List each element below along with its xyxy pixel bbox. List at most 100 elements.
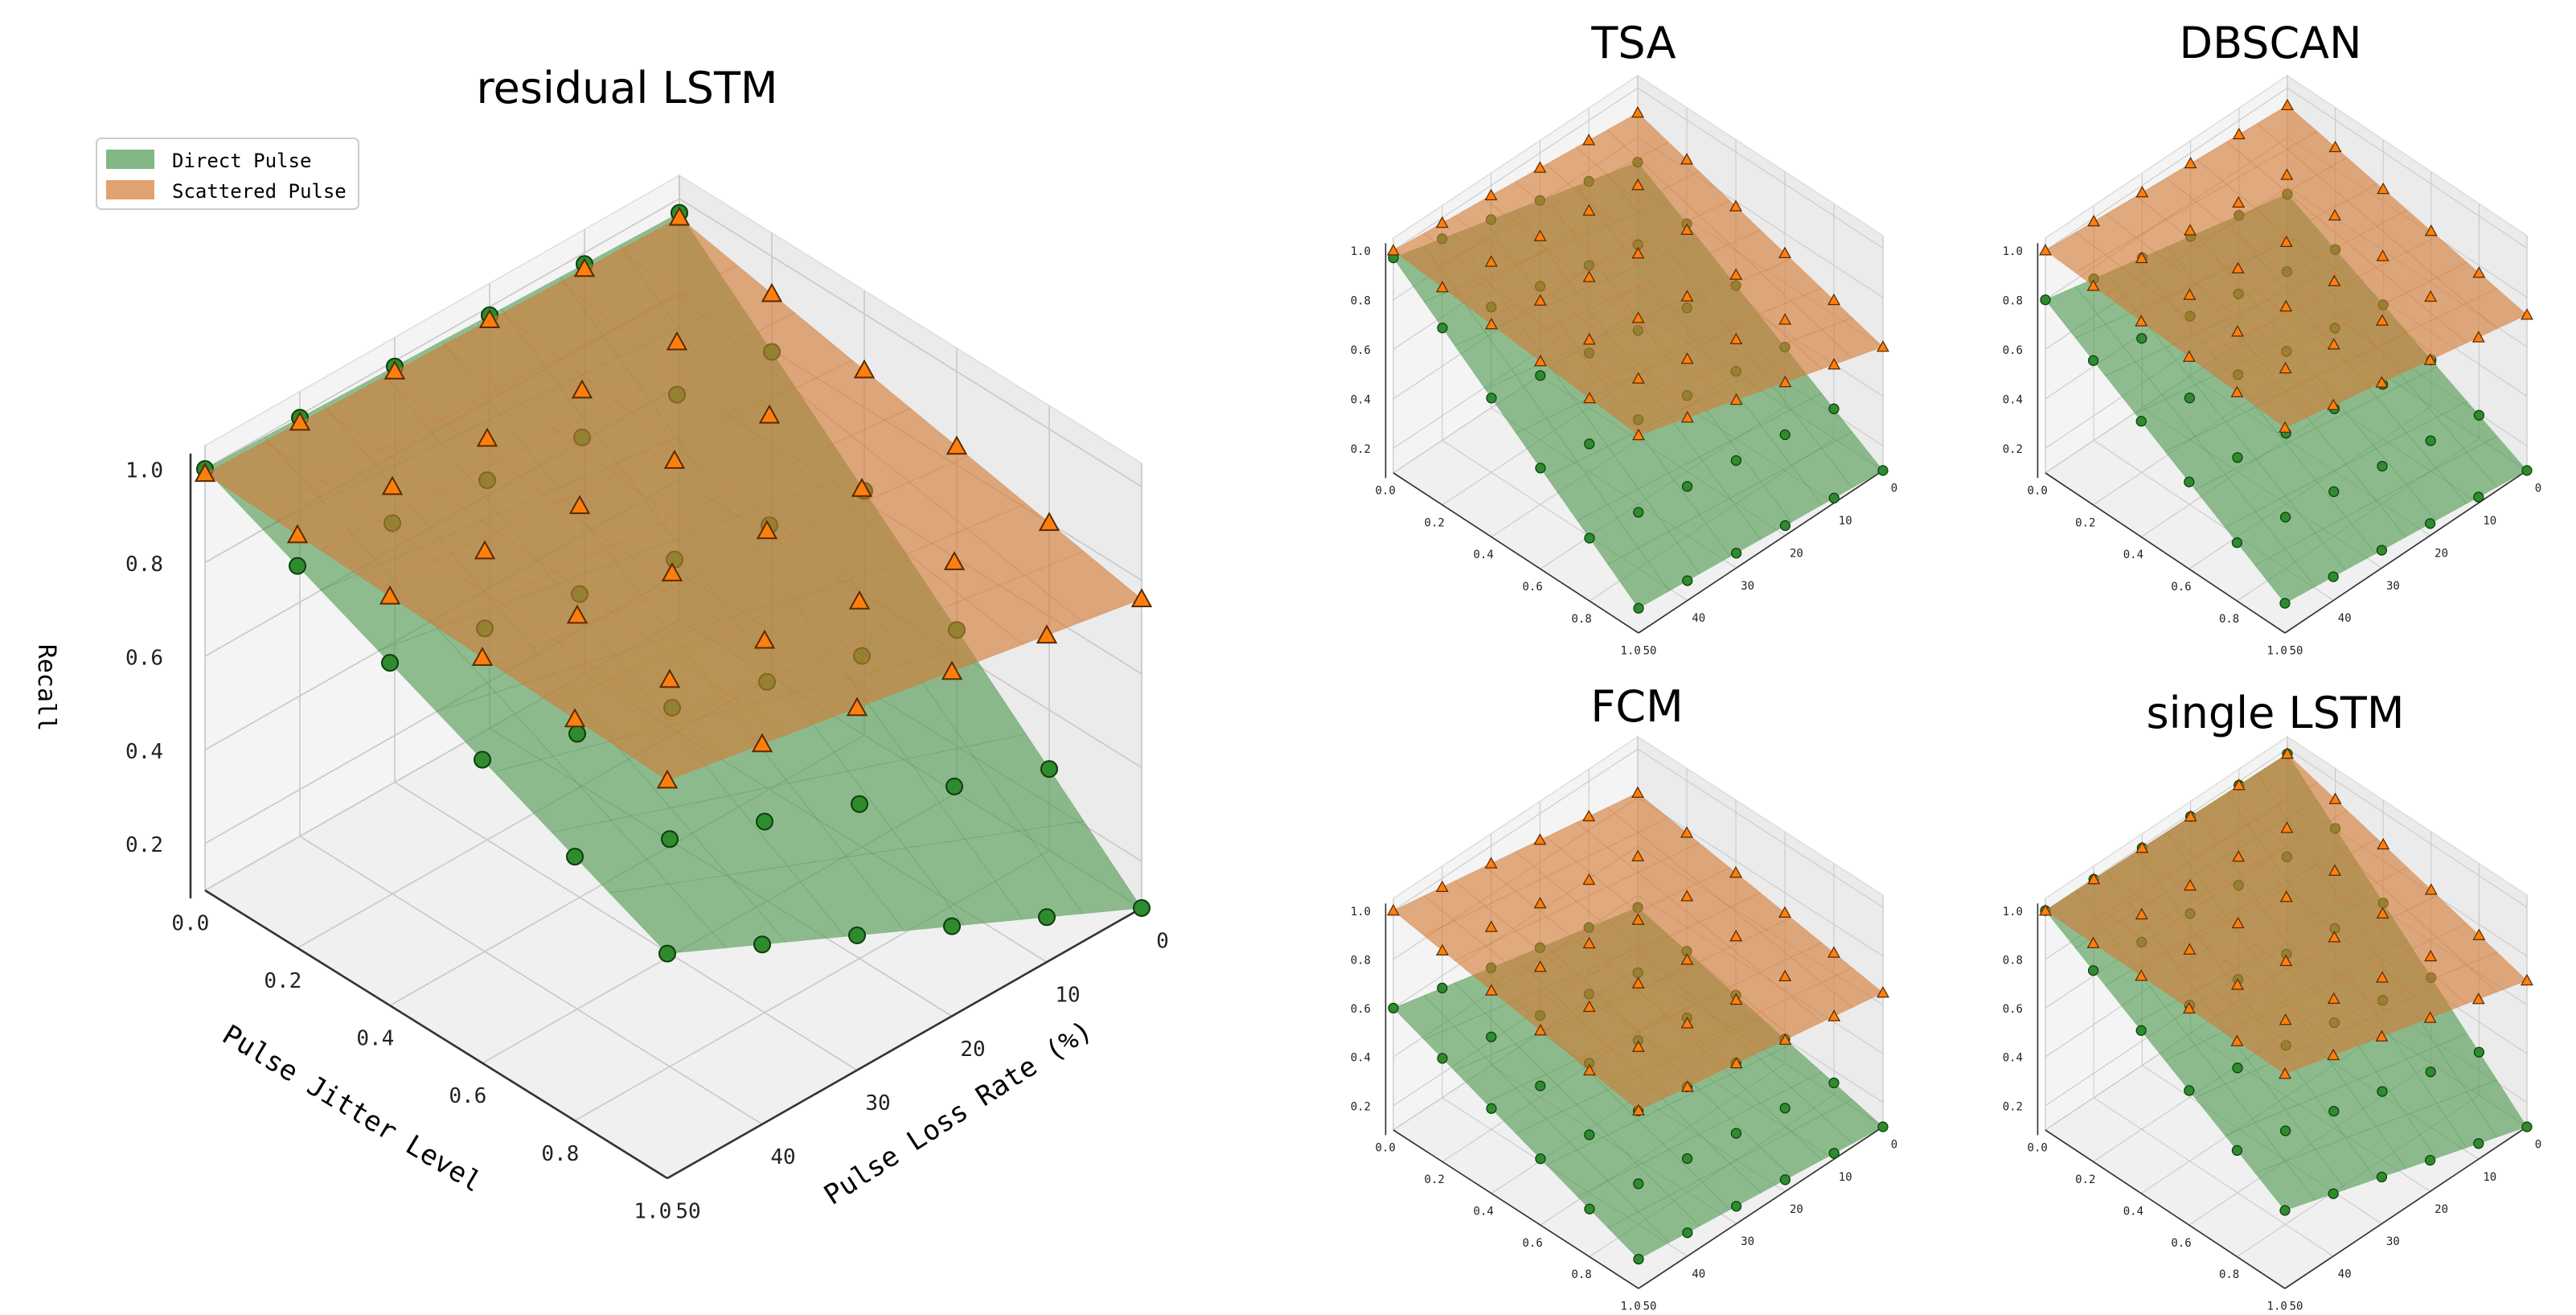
marker-scattered [2279,235,2293,248]
marker-scattered [1533,960,1547,972]
marker-scattered [1632,428,1645,441]
title-dbscan: DBSCAN [2180,18,2362,68]
marker-scattered [661,562,683,581]
marker-scattered [1778,1033,1792,1046]
marker-scattered [2183,288,2197,300]
marker-direct [2135,1025,2147,1036]
y-tick-label: 20 [2434,547,2448,560]
x-tick-label: 0.2 [2075,516,2095,529]
marker-scattered [656,769,679,789]
marker-scattered [2279,299,2293,312]
marker-scattered [2182,350,2196,362]
marker-direct [2231,1144,2243,1157]
marker-direct [289,557,306,575]
marker-scattered [2472,266,2486,278]
marker-direct [1681,481,1693,492]
marker-direct [1584,438,1595,450]
marker-direct [1486,392,1497,404]
marker-direct [2521,1121,2533,1132]
y-tick-label: 20 [1790,1203,1803,1216]
x-tick-label: 0.8 [2219,1268,2239,1281]
marker-scattered [943,551,966,570]
x-tick-label: 1.0 [1621,1301,1641,1313]
marker-scattered [2183,943,2197,955]
marker-direct [2279,598,2291,609]
marker-scattered [379,585,401,605]
x-tick-label: 0.2 [264,969,301,993]
marker-direct [2087,355,2099,366]
marker-direct [753,935,771,954]
x-tick-label: 0.4 [2123,1205,2143,1218]
marker-direct [2425,435,2436,446]
marker-scattered [848,590,871,610]
marker-scattered [1534,355,1547,367]
marker-scattered [1778,906,1791,918]
marker-scattered [2423,353,2437,365]
panel-0: 0.2 0.4 0.6 0.8 1.0 0.0 0.2 0.4 0.6 0.8 1.0 0 10 20 30… [125,174,1169,1223]
z-tick-label: 0.4 [1351,393,1371,406]
marker-direct [851,795,868,813]
marker-scattered [2327,1048,2340,1061]
marker-scattered [2135,969,2148,981]
z-tick-label: 0.6 [1351,344,1371,357]
marker-scattered [2135,841,2149,853]
marker-direct [1633,602,1644,614]
x-tick-label: 0.4 [1474,549,1494,561]
marker-scattered [751,733,773,753]
marker-direct [2424,1154,2436,1166]
z-tick-label: 1.0 [2003,906,2023,918]
marker-scattered [2328,931,2341,943]
y-axis-line [1638,1126,1884,1289]
y-tick-label: 30 [2386,1235,2400,1248]
x-tick-label: 0.8 [2219,613,2239,626]
x-tick-label: 0.8 [1572,613,1592,626]
marker-scattered [1631,849,1645,861]
marker-scattered [1533,294,1547,306]
panel-2: 0.2 0.4 0.6 0.8 1.0 0.0 0.2 0.4 0.6 0.8 1.0 0 10 20 30… [2003,74,2541,658]
marker-scattered [1533,833,1547,845]
marker-scattered [1778,969,1792,982]
marker-scattered [2424,224,2438,236]
marker-scattered [2328,274,2341,286]
marker-direct [1828,403,1840,414]
marker-scattered [1680,223,1694,236]
marker-scattered [1729,992,1743,1005]
marker-direct [1730,1201,1742,1212]
x-tick-label: 0.2 [1425,516,1445,529]
marker-scattered [1729,268,1743,280]
x-tick-label: 1.0 [2267,1301,2287,1313]
z-tick-label: 0.8 [1351,294,1371,307]
marker-direct [2279,1125,2291,1136]
marker-scattered [2279,1067,2291,1079]
marker-scattered [2039,244,2052,256]
x-tick-label: 0.4 [2123,549,2143,561]
marker-scattered [1827,358,1841,370]
title-fcm: FCM [1590,681,1683,732]
y-tick-label: 50 [675,1199,700,1223]
marker-scattered [1485,318,1498,330]
marker-scattered [2279,954,2293,967]
marker-direct [2377,460,2388,472]
marker-direct [2473,1138,2484,1149]
marker-scattered [1582,333,1596,345]
marker-scattered [2281,98,2294,111]
marker-scattered [1387,904,1400,916]
marker-direct [2425,1066,2436,1078]
z-tick-label: 1.0 [125,459,163,483]
marker-direct [2232,452,2243,463]
marker-scattered [1582,873,1596,886]
y-tick-label: 30 [2386,580,2400,593]
marker-scattered [663,450,686,469]
marker-direct [848,927,866,944]
marker-scattered [756,520,778,540]
marker-scattered [568,495,591,515]
marker-direct [1535,1080,1546,1091]
marker-scattered [2423,1011,2437,1023]
marker-scattered [286,524,309,544]
marker-direct [943,917,961,935]
marker-scattered [1778,313,1792,325]
marker-direct [1535,462,1546,474]
marker-scattered [1387,244,1400,256]
marker-scattered [2231,325,2244,337]
